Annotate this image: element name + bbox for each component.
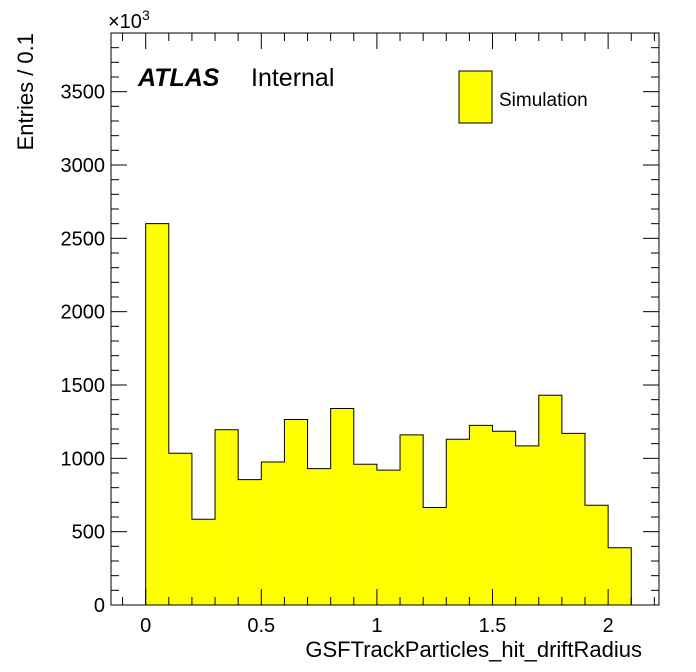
x-tick-label: 1 [371,615,382,637]
x-tick-label: 2 [603,615,614,637]
histogram-bin [191,519,216,605]
y-tick-label: 1500 [61,375,106,397]
histogram-bin [585,505,609,605]
histogram-bin [238,479,262,605]
x-tick-label: 0 [140,615,151,637]
x-tick-labels: 0 0.5 1 1.5 2 [140,615,614,637]
histogram-bin [608,547,632,605]
histogram-bin [561,433,586,605]
histogram-bin [515,445,539,605]
histogram-bin [400,434,424,605]
plot-frame [110,32,660,606]
y-tick-label: 500 [72,522,105,544]
histogram-bin [215,429,239,605]
y-axis-title: Entries / 0.1 [13,33,38,150]
histogram-bin [423,507,447,605]
histogram-bin [168,453,192,605]
histogram-bin [376,470,401,605]
histogram-bin [353,464,377,605]
x-tick-label: 0.5 [247,615,275,637]
histogram-bin [284,419,308,605]
histogram-bin [330,408,354,605]
histogram-bin [469,425,493,605]
histogram-bars [145,223,632,605]
histogram-bin [492,431,516,605]
y-multiplier: ×103 [108,7,150,33]
legend-label-simulation: Simulation [499,90,588,111]
y-tick-label: 1000 [61,448,106,470]
atlas-status-label: Internal [251,64,334,92]
legend-swatch-simulation [458,70,493,124]
legend: Simulation [458,70,588,124]
y-tick-label: 0 [94,595,105,617]
y-tick-labels: 0 500 1000 1500 2000 2500 3000 3500 [61,82,106,617]
y-tick-label: 3500 [61,82,106,104]
y-tick-label: 3000 [61,155,106,177]
histogram-bin [446,439,470,605]
x-axis-title: GSFTrackParticles_hit_driftRadius [305,637,642,662]
histogram-bin [538,395,562,605]
x-tick-label: 1.5 [479,615,507,637]
y-tick-label: 2500 [61,228,106,250]
y-axis-ticks [111,32,659,606]
y-tick-label: 2000 [61,302,106,324]
x-axis-ticks [122,33,655,605]
histogram-outline [145,223,632,605]
y-multiplier-base: ×10 [108,11,142,33]
histogram-bin [307,468,331,605]
histogram-bin [145,223,169,605]
y-multiplier-exponent: 3 [142,7,150,23]
histogram-bin [261,462,285,605]
atlas-label: ATLAS [137,64,220,92]
